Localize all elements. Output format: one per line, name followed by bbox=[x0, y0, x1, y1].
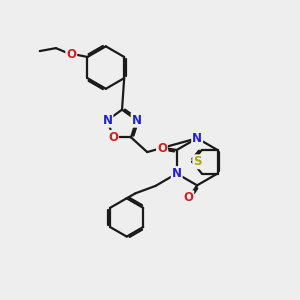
Text: O: O bbox=[183, 191, 193, 204]
Text: O: O bbox=[66, 48, 76, 61]
Text: N: N bbox=[172, 167, 182, 180]
Text: N: N bbox=[103, 114, 112, 127]
Text: S: S bbox=[193, 155, 202, 168]
Text: N: N bbox=[192, 132, 202, 145]
Text: O: O bbox=[157, 142, 167, 155]
Text: O: O bbox=[108, 131, 118, 144]
Text: N: N bbox=[132, 114, 142, 127]
